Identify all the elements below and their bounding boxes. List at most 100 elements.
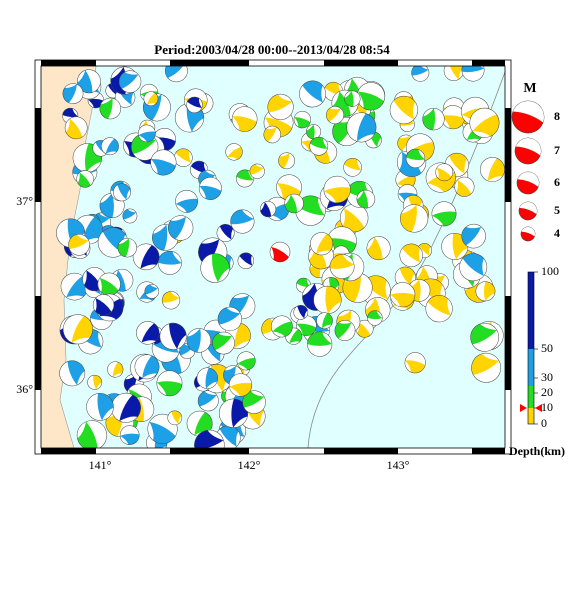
- mechanism-white: [175, 190, 198, 213]
- mechanism-outline: [212, 331, 235, 355]
- mechanism: [334, 320, 356, 341]
- mechanism: [367, 310, 383, 326]
- magnitude-symbol: [518, 201, 538, 221]
- mechanism-outline: [165, 66, 188, 83]
- mechanism-white: [201, 344, 225, 365]
- mechanism-outline: [425, 162, 456, 193]
- mechanism-outline: [143, 91, 159, 107]
- mechanism-white: [444, 66, 464, 81]
- mechanism-white: [431, 201, 457, 227]
- mechanism: [263, 125, 281, 144]
- mechanism-outline: [76, 420, 108, 448]
- mechanism-white: [462, 122, 480, 143]
- mechanism-outline: [62, 314, 93, 345]
- magnitude-title: M: [523, 81, 536, 96]
- mechanism-white: [232, 106, 258, 131]
- mechanism-outline: [87, 374, 103, 390]
- depth-label: 20: [541, 385, 553, 399]
- mechanism-white: [230, 209, 255, 234]
- mechanism-outline: [307, 331, 333, 357]
- mechanism-white: [307, 331, 333, 357]
- mechanism-outline: [390, 282, 416, 308]
- mechanism-white: [306, 124, 321, 139]
- mechanism-white: [441, 105, 465, 129]
- mechanism: [156, 370, 183, 397]
- mechanism: [479, 157, 505, 182]
- mechanism: [399, 204, 429, 233]
- frame-segment: [472, 448, 505, 454]
- mechanism: [167, 215, 194, 241]
- mechanism-white: [229, 373, 252, 397]
- depth-band: [528, 408, 534, 424]
- mechanism-white: [390, 100, 418, 124]
- mechanism: [194, 429, 225, 448]
- mechanism-white: [72, 143, 102, 173]
- mechanism: [355, 319, 374, 338]
- mechanism-white: [76, 170, 94, 186]
- mechanism-outline: [60, 272, 89, 301]
- mechanism-white: [310, 232, 331, 256]
- mechanism-white: [412, 66, 429, 82]
- mechanism: [101, 137, 119, 156]
- mechanism-outline: [117, 238, 137, 258]
- mechanism-white: [309, 138, 328, 156]
- lon-label: 142°: [238, 458, 261, 472]
- mechanism-outline: [113, 183, 131, 202]
- mechanism-white: [197, 367, 218, 389]
- mechanism-outline: [344, 90, 361, 107]
- mechanism-white: [400, 204, 428, 233]
- mechanism: [310, 232, 334, 256]
- depth-title: Depth(km): [509, 444, 565, 458]
- mechanism: [293, 111, 312, 129]
- mechanism: [92, 294, 115, 316]
- mechanism-white: [136, 321, 157, 345]
- mechanism-white: [200, 253, 230, 283]
- mechanism: [113, 183, 131, 202]
- mechanism-outline: [161, 291, 181, 310]
- mechanisms: [56, 66, 505, 448]
- mechanism-white: [86, 393, 114, 421]
- mechanism-outline: [276, 174, 302, 201]
- mechanism-outline: [278, 152, 295, 170]
- mechanism-outline: [422, 108, 445, 131]
- mechanism: [237, 252, 255, 269]
- mechanism-outline: [136, 321, 160, 345]
- mechanism-outline: [267, 93, 294, 121]
- mechanism-white: [138, 124, 156, 143]
- mechanism: [196, 367, 218, 389]
- mechanism: [62, 314, 93, 345]
- mechanism-outline: [62, 83, 84, 104]
- mechanism: [236, 169, 254, 188]
- symbol-white: [521, 227, 535, 237]
- mechanism-outline: [68, 234, 90, 256]
- mechanism: [119, 425, 140, 445]
- mechanism-outline: [101, 137, 119, 156]
- mechanism: [134, 354, 160, 380]
- mechanism: [236, 351, 256, 371]
- mechanism-white: [459, 258, 488, 281]
- mechanism-white: [422, 108, 445, 130]
- mechanism: [161, 291, 181, 310]
- mechanism-outline: [107, 361, 124, 378]
- mechanism: [175, 189, 198, 213]
- title: Period:2003/04/28 00:00--2013/04/28 08:5…: [154, 42, 390, 57]
- mechanism-white: [268, 93, 294, 120]
- mechanism-white: [284, 194, 304, 213]
- mechanism: [469, 107, 500, 138]
- mechanism: [343, 158, 362, 177]
- mechanism-white: [107, 361, 123, 378]
- mechanism-white: [97, 272, 121, 293]
- mechanism-outline: [323, 175, 351, 204]
- mechanism-white: [105, 85, 121, 98]
- mechanism: [230, 209, 255, 234]
- mechanism-white: [110, 269, 134, 291]
- mechanism-outline: [157, 250, 182, 275]
- mechanism-white: [199, 177, 222, 199]
- mechanism-white: [162, 291, 180, 310]
- mechanism-white: [100, 98, 121, 120]
- mechanism-outline: [186, 328, 212, 353]
- mechanism-white: [126, 383, 152, 406]
- mechanism: [137, 124, 156, 143]
- mechanism: [231, 106, 258, 132]
